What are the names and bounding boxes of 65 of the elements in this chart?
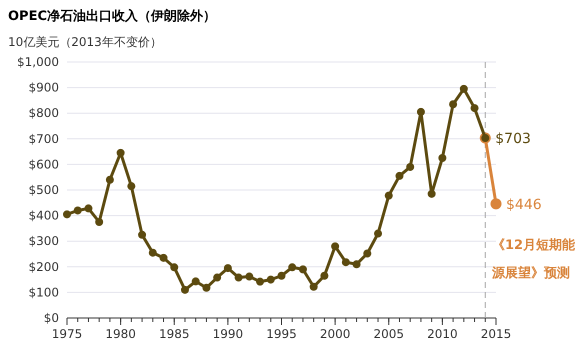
point [245,272,254,281]
point [298,265,307,274]
x-tick-label: 1975 [52,327,82,341]
point [384,192,393,200]
y-tick-label: $600 [28,157,59,172]
point [428,190,436,198]
point [148,248,157,257]
point [395,172,404,180]
point [363,249,372,258]
point [106,176,114,184]
y-tick-label: $100 [28,285,59,300]
point [406,162,414,171]
point [116,148,125,157]
point [266,276,275,284]
point [320,272,328,280]
point [449,100,458,108]
point [331,242,340,250]
point [202,284,210,292]
point [192,277,200,286]
y-tick-label: $400 [28,208,59,223]
x-tick-label: 1985 [158,327,190,341]
x-tick-label: 2000 [320,327,350,341]
point [95,218,104,226]
point [74,206,82,214]
point [310,282,318,291]
point [490,198,502,210]
chart-title: OPEC净石油出口收入（伊朗除外） [8,8,216,24]
x-tick-label: 2010 [427,327,458,341]
data-label: $703 [495,131,531,148]
y-tick-label: $200 [28,260,59,274]
point [438,154,446,162]
x-tick-label: 1980 [105,327,136,341]
point [374,230,382,238]
x-tick-label: 2005 [373,327,404,341]
x-tick-label: 1995 [266,327,297,341]
y-axis-title: 10亿美元（2013年不变价） [8,35,162,49]
point [352,260,361,268]
point [213,274,222,282]
point [180,286,189,294]
point [416,108,425,116]
point [288,263,296,272]
x-tick-label: 2015 [480,327,512,341]
point [138,230,146,239]
point [470,104,479,112]
y-tick-label: $900 [28,80,59,95]
y-tick-label: $1,000 [17,55,59,69]
point [342,258,350,266]
y-tick-label: $0 [44,311,59,325]
point [63,210,71,218]
x-tick-label: 1990 [212,327,244,341]
y-tick-label: $700 [28,132,59,146]
point [278,272,286,280]
point [160,254,168,262]
point [460,84,468,93]
point [224,264,232,272]
point [170,263,178,272]
y-tick-label: $800 [28,106,59,120]
y-tick-label: $500 [28,183,59,197]
annotation: 《12月短期能源展望》预测 [491,236,576,281]
y-tick-label: $300 [28,234,59,248]
point [84,204,92,212]
point [234,274,243,282]
point [256,278,264,286]
data-label: $446 [506,196,542,213]
point [127,182,136,190]
